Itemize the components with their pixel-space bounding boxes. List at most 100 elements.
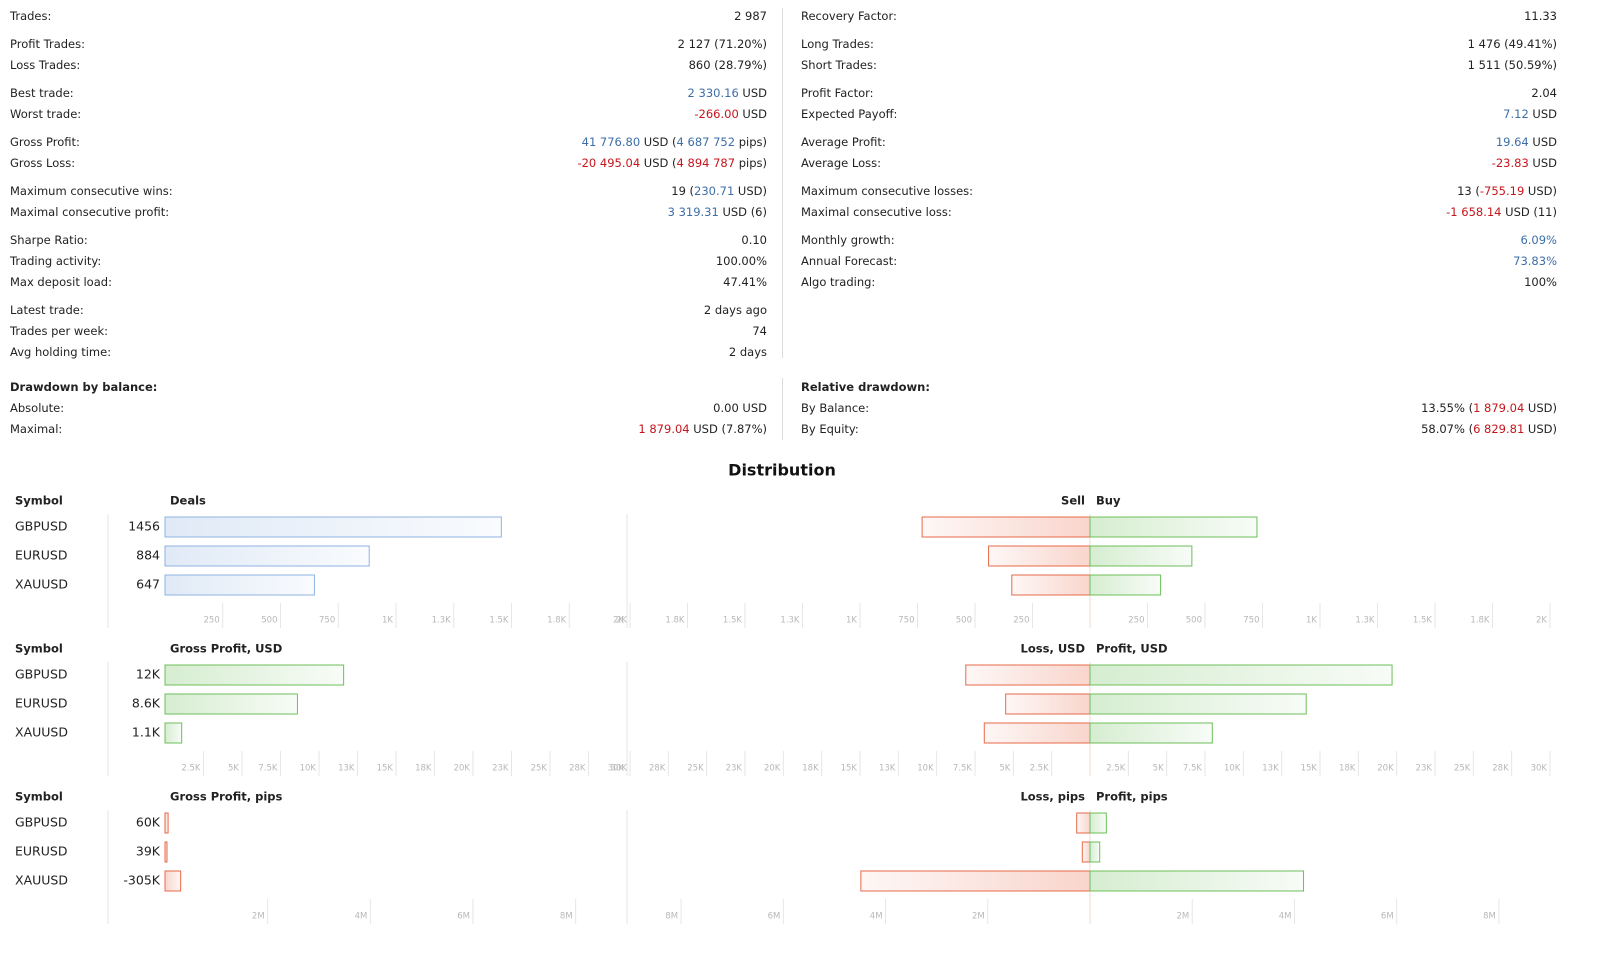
value-text: 6.09% [1520, 233, 1557, 247]
x-tick-label: 15K [377, 764, 394, 774]
stat-row: Maximum consecutive losses: 13 (-755.19 U… [801, 181, 1557, 202]
category-label: EURUSD [15, 696, 67, 711]
x-tick-label: 1K [382, 616, 393, 626]
x-tick-label: 18K [415, 764, 432, 774]
stat-value: 58.07% (6 829.81 USD) [1421, 419, 1557, 440]
stat-value: -23.83 USD [1492, 153, 1557, 174]
stat-label: Max deposit load: [10, 275, 112, 289]
x-tick-label: 13K [338, 764, 355, 774]
value-text: 19 ( [671, 184, 695, 198]
column-header: Symbol [15, 494, 63, 508]
x-tick-label: 18K [802, 764, 819, 774]
stat-group: Profit Factor: 2.04 Expected Payoff: 7.12 U… [801, 83, 1557, 125]
stat-label: Trades per week: [10, 324, 108, 338]
stat-row: Long Trades: 1 476 (49.41%) [801, 34, 1557, 55]
legend-entry: Buy [1096, 494, 1121, 508]
stat-row: Maximal consecutive profit: 3 319.31 USD … [10, 202, 767, 223]
x-tick-label: 750 [898, 616, 914, 626]
stat-label: Average Profit: [801, 135, 886, 149]
value-text: pips) [735, 156, 767, 170]
stat-value: 2 days [729, 342, 767, 363]
x-tick-label: 1.8K [1470, 616, 1490, 626]
x-tick-label: 250 [1013, 616, 1029, 626]
stat-value: 19.64 USD [1496, 132, 1557, 153]
value-text: pips) [735, 135, 767, 149]
stat-label: Gross Loss: [10, 156, 76, 170]
stat-row: Gross Profit: 41 776.80 USD (4 687 752 pi… [10, 132, 767, 153]
value-text: 2 330.16 [687, 86, 739, 100]
x-tick-label: 20K [764, 764, 781, 774]
distribution-title: Distribution [728, 461, 836, 480]
value-text: 3 319.31 [667, 205, 719, 219]
value-label: 1456 [128, 519, 160, 534]
x-tick-label: 1.5K [723, 616, 743, 626]
x-tick-label: 5K [228, 764, 239, 774]
stat-label: Loss Trades: [10, 58, 81, 72]
x-tick-label: 6M [1381, 912, 1394, 922]
stat-value: 13 (-755.19 USD) [1457, 181, 1557, 202]
stat-value: 100.00% [716, 251, 767, 272]
x-tick-label: 7.5K [953, 764, 973, 774]
stat-row: By Equity: 58.07% (6 829.81 USD) [801, 419, 1557, 440]
buy-bar [1089, 693, 1307, 715]
x-tick-label: 10K [300, 764, 317, 774]
stat-row: Trades: 2 987 [10, 6, 767, 27]
stat-row: Latest trade: 2 days ago [10, 300, 767, 321]
stat-group: Best trade: 2 330.16 USD Worst trade: -266.… [10, 83, 767, 125]
x-tick-label: 1.5K [489, 616, 509, 626]
value-text: 41 776.80 [581, 135, 641, 149]
x-tick-label: 750 [319, 616, 335, 626]
stat-label: Maximal consecutive profit: [10, 205, 170, 219]
x-tick-label: 7.5K [1183, 764, 1203, 774]
stat-label: Long Trades: [801, 37, 874, 51]
x-tick-label: 20K [1377, 764, 1394, 774]
x-tick-label: 8M [560, 912, 573, 922]
stat-row: Average Profit: 19.64 USD [801, 132, 1557, 153]
sell-bar [1076, 812, 1091, 834]
buy-bar [1089, 516, 1258, 538]
stat-row: Algo trading: 100% [801, 272, 1557, 293]
stat-label: Best trade: [10, 86, 74, 100]
category-label: EURUSD [15, 844, 67, 859]
x-tick-label: 2K [613, 616, 624, 626]
stat-row: Profit Trades: 2 127 (71.20%) [10, 34, 767, 55]
buy-bar [1089, 664, 1393, 686]
stat-group: Trades: 2 987 [10, 6, 767, 27]
sell-bar [921, 516, 1091, 538]
x-tick-label: 23K [492, 764, 509, 774]
column-divider [782, 378, 783, 440]
stat-label: Maximal: [10, 422, 63, 436]
stat-group: Latest trade: 2 days ago Trades per week: 7… [10, 300, 767, 363]
value-label: 1.1K [132, 725, 161, 740]
value-text: 0.10 [741, 233, 767, 247]
value-text: 73.83% [1513, 254, 1557, 268]
x-tick-label: 10K [1224, 764, 1241, 774]
value-text: -1 658.14 [1446, 205, 1502, 219]
value-label: 647 [136, 577, 160, 592]
x-tick-label: 5K [1153, 764, 1164, 774]
x-tick-label: 5K [999, 764, 1010, 774]
x-tick-label: 2.5K [1030, 764, 1050, 774]
x-tick-label: 1K [846, 616, 857, 626]
legend-entry: Loss, USD [1021, 642, 1085, 656]
stat-label: Monthly growth: [801, 233, 895, 247]
value-label: 884 [136, 548, 160, 563]
stat-row: By Balance: 13.55% (1 879.04 USD) [801, 398, 1557, 419]
column-header: Symbol [15, 790, 63, 804]
value-label: 60K [136, 815, 161, 830]
buy-bar [1089, 812, 1107, 834]
x-tick-label: 6M [768, 912, 781, 922]
stat-row: Annual Forecast: 73.83% [801, 251, 1557, 272]
x-tick-label: 4M [355, 912, 368, 922]
stat-value: 3 319.31 USD (6) [668, 202, 767, 223]
x-tick-label: 500 [1186, 616, 1202, 626]
value-text: 4 894 787 [676, 156, 736, 170]
value-text: 2 days ago [703, 303, 767, 317]
stats-right: Recovery Factor: 11.33 Long Trades: 1 476 (… [801, 6, 1557, 300]
stat-label: Maximum consecutive losses: [801, 184, 974, 198]
x-tick-label: 1.5K [1413, 616, 1433, 626]
stat-label: Profit Trades: [10, 37, 86, 51]
column-header: Symbol [15, 642, 63, 656]
stat-row: Max deposit load: 47.41% [10, 272, 767, 293]
